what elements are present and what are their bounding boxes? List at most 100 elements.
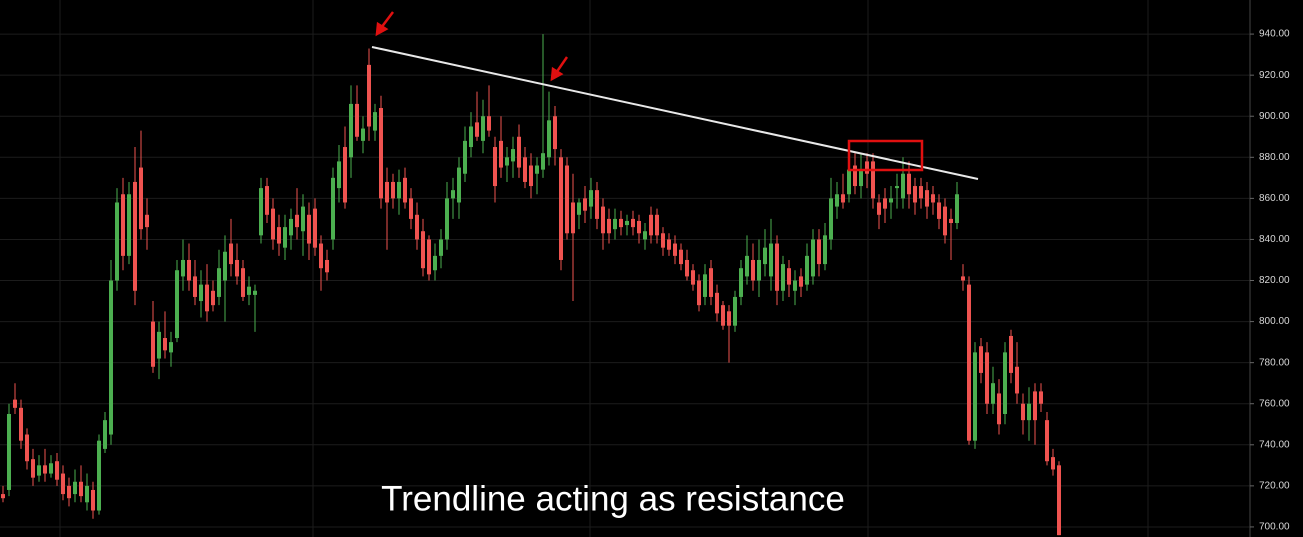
candle-body <box>97 440 101 511</box>
candle-body <box>319 243 323 269</box>
candle-body <box>703 274 707 297</box>
candle-body <box>301 206 305 232</box>
y-tick-label: 920.00 <box>1259 70 1290 81</box>
candle-body <box>787 268 791 285</box>
candle-body <box>649 214 653 236</box>
candle-body <box>175 270 179 339</box>
candle-body <box>169 342 173 353</box>
candle-body <box>997 393 1001 425</box>
candle-body <box>349 103 353 158</box>
candle-body <box>265 186 269 215</box>
candle-body <box>193 276 197 297</box>
candle-body <box>883 198 887 209</box>
candle-body <box>331 177 335 240</box>
candle-body <box>313 208 317 248</box>
candle-body <box>811 239 815 277</box>
candle-body <box>817 239 821 265</box>
candle-body <box>247 286 251 295</box>
candle-body <box>691 270 695 285</box>
candle-body <box>961 276 965 281</box>
candle-body <box>283 227 287 248</box>
vertical-grid <box>59 0 1149 537</box>
candle-body <box>1015 366 1019 394</box>
candle-body <box>121 194 125 256</box>
candle-body <box>1057 465 1061 536</box>
candle-body <box>1021 403 1025 421</box>
candle-body <box>523 157 527 182</box>
candle-body <box>739 268 743 297</box>
candle-body <box>1 494 5 499</box>
candle-body <box>667 239 671 250</box>
candle-body <box>631 218 635 228</box>
candle-body <box>517 136 521 168</box>
candle-body <box>979 346 983 373</box>
candle-body <box>85 485 89 503</box>
candle-body <box>871 161 875 199</box>
candle-body <box>1033 391 1037 421</box>
candle-body <box>151 321 155 367</box>
candle-body <box>439 239 443 256</box>
candle-body <box>31 459 35 478</box>
candle-body <box>241 268 245 297</box>
candle-body <box>163 338 167 351</box>
candle-body <box>763 247 767 265</box>
arrows <box>375 11 569 82</box>
candle-body <box>589 190 593 207</box>
candle-body <box>7 413 11 490</box>
candle-body <box>139 167 143 230</box>
candle-body <box>67 485 71 499</box>
candle-body <box>1009 335 1013 373</box>
candle-body <box>103 420 107 449</box>
candle-body <box>355 103 359 137</box>
candle-body <box>949 218 953 224</box>
arrow <box>380 11 394 29</box>
candle-body <box>43 465 47 474</box>
horizontal-grid <box>0 33 1250 528</box>
candle-body <box>535 165 539 174</box>
y-tick-label: 940.00 <box>1259 29 1290 40</box>
candle-body <box>697 280 701 306</box>
candle-body <box>379 108 383 199</box>
candle-body <box>991 383 995 404</box>
candle-body <box>421 231 425 269</box>
price-axis: 700.00 720.00 740.00 760.00 780.00 800.00 820.… <box>1250 29 1290 533</box>
candle-body <box>109 280 113 435</box>
candle-body <box>673 243 677 256</box>
y-tick-label: 740.00 <box>1259 439 1290 450</box>
candle-body <box>913 186 917 203</box>
candle-body <box>751 259 755 281</box>
candle-body <box>937 202 941 219</box>
candle-body <box>967 284 971 441</box>
highlight-box <box>847 139 924 172</box>
candle-body <box>1045 420 1049 462</box>
candle-body <box>769 243 773 277</box>
candle-body <box>565 165 569 234</box>
y-tick-label: 760.00 <box>1259 398 1290 409</box>
candle-body <box>25 434 29 462</box>
candle-body <box>133 181 137 291</box>
candle-body <box>205 284 209 312</box>
candle-body <box>715 292 719 314</box>
candle-body <box>607 218 611 234</box>
candle-body <box>1027 403 1031 421</box>
candle-body <box>79 481 83 497</box>
candle-body <box>895 186 899 189</box>
candle-body <box>805 255 809 285</box>
y-tick-label: 780.00 <box>1259 357 1290 368</box>
candle-body <box>481 116 485 141</box>
candle-body <box>217 268 221 297</box>
candle-body <box>433 255 437 271</box>
candle-body <box>721 305 725 326</box>
candle-body <box>877 202 881 215</box>
candle-body <box>625 220 629 226</box>
candle-body <box>277 227 281 244</box>
candle-body <box>793 280 797 291</box>
candle-body <box>223 251 227 281</box>
candle-body <box>841 194 845 203</box>
candle-body <box>445 198 449 240</box>
candle-body <box>529 165 533 187</box>
candle-body <box>775 243 779 291</box>
candle-body <box>943 206 947 236</box>
candle-body <box>427 239 431 275</box>
y-tick-label: 900.00 <box>1259 111 1290 122</box>
